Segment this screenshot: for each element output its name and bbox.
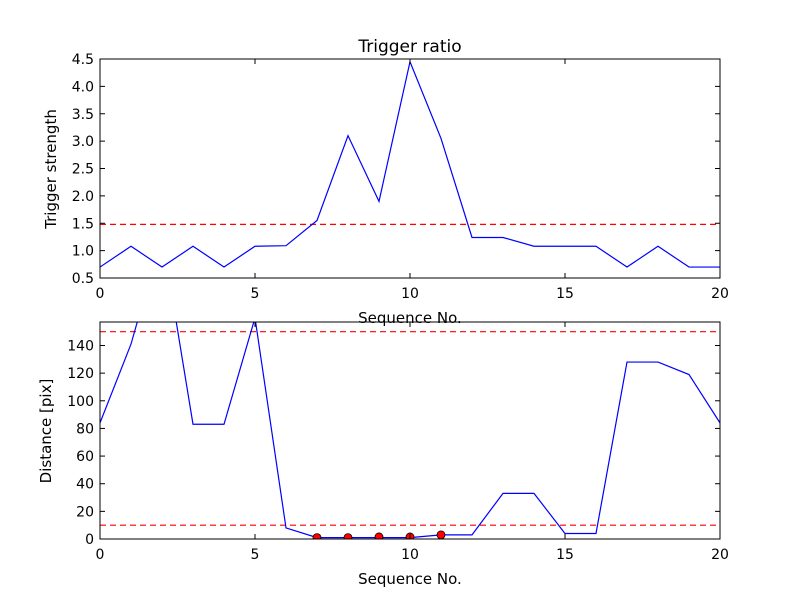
bottom-plot-marker-point xyxy=(436,530,446,539)
bottom-plot-y-tick-label: 40 xyxy=(76,477,94,493)
top-plot-x-tick-label: 5 xyxy=(251,286,260,302)
top-plot-frame xyxy=(99,58,721,279)
bottom-plot-series-line-0 xyxy=(100,322,720,539)
top-plot-series-line-0 xyxy=(100,59,720,268)
top-plot-y-tick-label: 2.0 xyxy=(72,189,94,205)
top-plot-x-tick-label: 0 xyxy=(96,286,105,302)
bottom-plot-x-tick-label: 20 xyxy=(711,547,729,563)
top-plot-x-tick-label: 20 xyxy=(711,286,729,302)
top-plot-title: Trigger ratio xyxy=(357,37,461,57)
bottom-plot-y-tick-label: 60 xyxy=(76,449,94,465)
bottom-plot-x-tick-label: 0 xyxy=(96,547,105,563)
bottom-plot-y-tick-label: 100 xyxy=(67,394,94,410)
bottom-plot-frame xyxy=(99,321,721,540)
bottom-plot-x-tick-label: 5 xyxy=(251,547,260,563)
bottom-plot-y-axis-label: Distance [pix] xyxy=(37,379,55,484)
top-plot-y-axis-label: Trigger strength xyxy=(42,109,60,230)
top-plot: Trigger ratio Sequence No. Trigger stren… xyxy=(42,37,729,327)
top-plot-y-tick-label: 1.5 xyxy=(72,216,94,232)
bottom-plot-marker-point xyxy=(343,533,353,539)
bottom-plot-x-tick-label: 15 xyxy=(556,547,574,563)
top-plot-data-area xyxy=(100,59,720,268)
bottom-plot-marker-point xyxy=(312,533,322,539)
bottom-plot-y-tick-label: 140 xyxy=(67,338,94,354)
top-plot-y-tick-label: 4.5 xyxy=(72,52,94,68)
bottom-plot-data-area xyxy=(100,322,720,539)
bottom-plot-y-tick-label: 0 xyxy=(85,532,94,548)
top-plot-x-tick-label: 15 xyxy=(556,286,574,302)
bottom-plot-y-tick-label: 80 xyxy=(76,421,94,437)
top-plot-y-tick-label: 0.5 xyxy=(72,271,94,287)
top-plot-y-tick-label: 1.0 xyxy=(72,244,94,260)
bottom-plot-y-tick-label: 20 xyxy=(76,504,94,520)
bottom-plot-y-tick-label: 120 xyxy=(67,366,94,382)
bottom-plot: Sequence No. Distance [pix] 0 5 10 15 20 0 20 4… xyxy=(37,321,729,588)
bottom-plot-x-axis-label: Sequence No. xyxy=(358,570,462,588)
top-plot-x-tick-label: 10 xyxy=(401,286,419,302)
top-plot-y-tick-label: 3.5 xyxy=(72,107,94,123)
top-plot-y-tick-label: 2.5 xyxy=(72,162,94,178)
bottom-plot-marker-point xyxy=(374,532,384,539)
bottom-plot-x-tick-label: 10 xyxy=(401,547,419,563)
top-plot-y-tick-label: 4.0 xyxy=(72,79,94,95)
top-plot-y-tick-label: 3.0 xyxy=(72,134,94,150)
